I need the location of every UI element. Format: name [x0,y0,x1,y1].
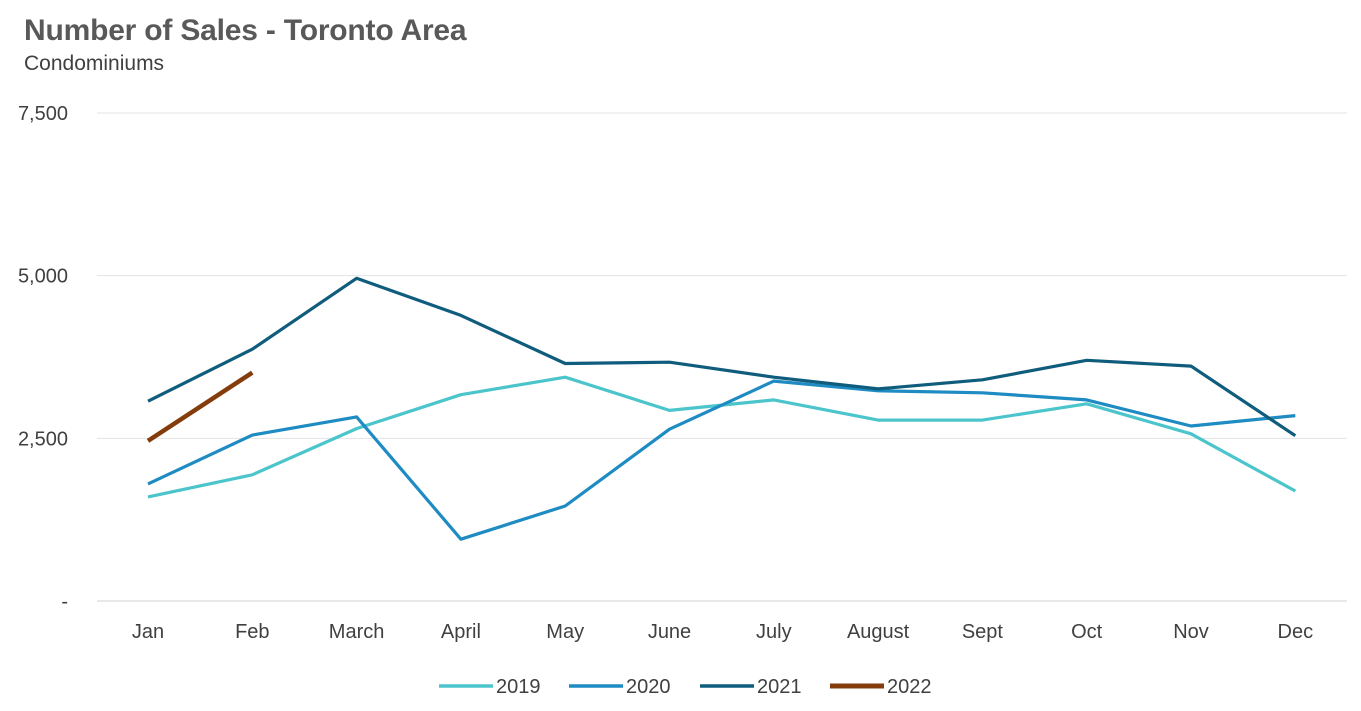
x-tick-label: April [441,621,481,643]
legend-label-2021: 2021 [757,676,802,698]
x-tick-label: May [546,621,584,643]
y-tick-label: - [61,591,68,613]
y-tick-label: 7,500 [18,103,68,125]
x-tick-label: Oct [1071,621,1103,643]
x-tick-label: Feb [235,621,269,643]
legend-label-2022: 2022 [887,676,932,698]
chart-subtitle: Condominiums [24,52,165,75]
legend-label-2019: 2019 [496,676,541,698]
series-line-2022 [146,370,254,443]
x-tick-label: Nov [1173,621,1209,643]
y-axis: - 2,500 5,000 7,500 [18,103,68,613]
x-tick-label: March [329,621,385,643]
x-tick-label: Dec [1278,621,1314,643]
series-line-2021 [147,276,1297,438]
x-tick-label: July [756,621,792,643]
series-line-2019 [147,375,1297,499]
x-axis: Jan Feb March April May June July August Sept Oct… [132,621,1313,643]
series-line-2020 [147,379,1296,541]
legend: 2019 2020 2021 2022 [439,676,932,698]
y-tick-label: 2,500 [18,428,68,450]
legend-label-2020: 2020 [626,676,671,698]
series-lines [146,276,1297,541]
chart-title: Number of Sales - Toronto Area [24,14,467,47]
x-tick-label: Sept [962,621,1004,643]
gridlines [97,112,1347,602]
y-tick-label: 5,000 [18,266,68,288]
x-tick-label: August [847,621,910,643]
x-tick-label: June [648,621,691,643]
x-tick-label: Jan [132,621,164,643]
